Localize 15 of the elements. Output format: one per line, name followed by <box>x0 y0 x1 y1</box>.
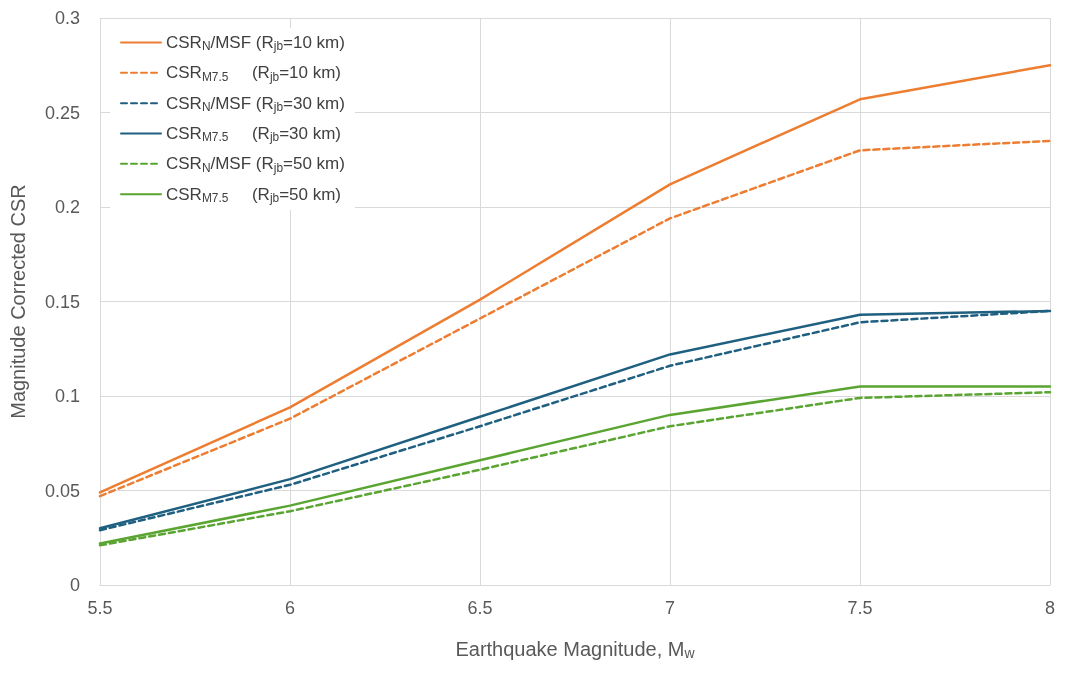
y-tick-label: 0.15 <box>44 291 80 312</box>
y-tick-label: 0.25 <box>44 102 80 123</box>
y-tick-label: 0.2 <box>54 197 80 217</box>
y-tick-label: 0.05 <box>44 480 80 501</box>
x-tick-label: 7 <box>664 598 676 618</box>
line-series <box>98 64 1052 494</box>
y-tick-label: 0.3 <box>54 8 80 28</box>
y-tick-label: 0.1 <box>54 386 80 406</box>
x-tick-label: 8 <box>1044 598 1056 618</box>
x-tick-label: 6.5 <box>467 598 493 618</box>
x-tick-label: 7.5 <box>847 598 873 618</box>
x-tick-label: 5.5 <box>87 598 113 618</box>
x-tick-label: 6 <box>284 598 296 618</box>
y-axis-title: Magnitude Corrected CSR <box>7 184 29 419</box>
y-tick-label: 0 <box>69 575 80 595</box>
